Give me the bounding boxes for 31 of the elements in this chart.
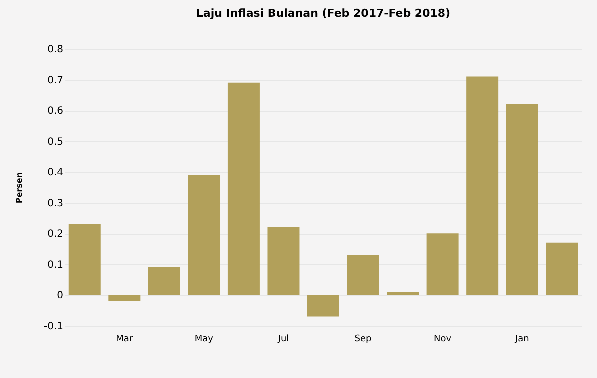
bar (347, 255, 380, 296)
y-tick-label: 0.7 (48, 75, 64, 86)
bar (268, 228, 300, 296)
y-tick-label: 0 (57, 290, 64, 302)
x-tick-label: May (194, 334, 214, 344)
bar (108, 295, 141, 302)
x-tick-label: Jan (514, 334, 530, 344)
bar (426, 234, 459, 296)
bar (308, 295, 340, 317)
y-tick-label: 0.3 (48, 198, 64, 210)
bar (148, 268, 180, 296)
bar (188, 175, 220, 296)
y-tick-label: 0.4 (48, 168, 64, 179)
bar (228, 82, 260, 296)
x-tick-label: Nov (434, 334, 452, 344)
y-tick-label: -0.1 (44, 322, 64, 332)
bar (387, 292, 420, 296)
bar (506, 104, 538, 296)
x-tick-label: Jul (277, 334, 290, 344)
bar (466, 76, 499, 296)
y-tick-label: 0.1 (48, 260, 64, 271)
bar (68, 224, 101, 296)
chart-title: Laju Inflasi Bulanan (Feb 2017-Feb 2018) (196, 7, 451, 20)
x-tick-label: Sep (354, 334, 372, 344)
y-axis-title: Persen (14, 172, 24, 204)
y-tick-label: 0.8 (48, 44, 64, 56)
y-tick-label: 0.6 (48, 106, 64, 118)
x-tick-label: Mar (116, 334, 134, 344)
y-tick-label: 0.2 (48, 229, 64, 240)
y-tick-label: 0.5 (48, 136, 64, 148)
bar (546, 242, 578, 296)
